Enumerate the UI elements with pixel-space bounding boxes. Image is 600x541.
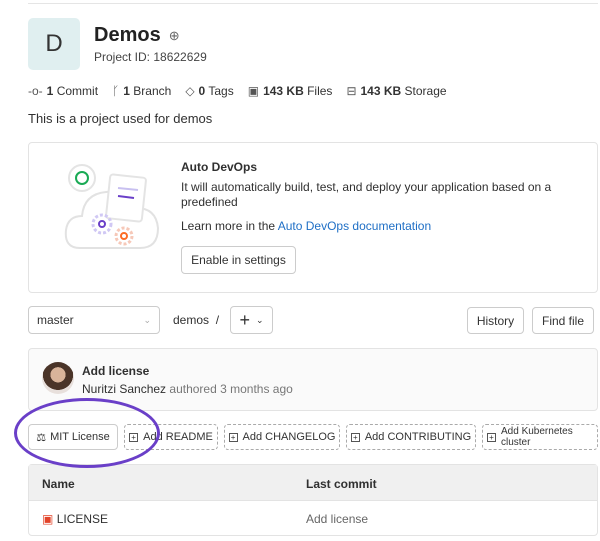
column-last-commit: Last commit [306,477,377,491]
files-table: Name Last commit ▣ LICENSE Add license [28,464,598,536]
project-id: Project ID: 18622629 [94,50,207,64]
plus-square-icon: + [228,432,238,442]
find-file-button[interactable]: Find file [532,307,594,334]
file-name-link[interactable]: ▣ LICENSE [42,512,109,526]
file-icon: ▣ [247,84,260,98]
top-divider [28,3,598,4]
auto-devops-description: It will automatically build, test, and d… [181,180,552,209]
history-button[interactable]: History [467,307,524,334]
enable-in-settings-button[interactable]: Enable in settings [181,246,296,274]
auto-devops-docs-link[interactable]: Auto DevOps documentation [277,219,432,233]
breadcrumb: demos / [173,313,220,327]
column-name: Name [42,477,75,491]
plus-square-icon: + [350,432,360,442]
add-file-dropdown[interactable]: + ⌄ [230,306,273,334]
project-title: Demos ⊕ [94,24,180,47]
stat-storage[interactable]: ⊟ 143 KB Storage [346,84,447,98]
project-description: This is a project used for demos [28,111,213,126]
table-row[interactable]: ▣ LICENSE Add license [29,501,597,535]
globe-icon: ⊕ [168,27,180,43]
commit-author[interactable]: Nuritzi Sanchez [82,382,167,396]
branch-icon: ᚴ [112,84,120,98]
chevron-down-icon: ⌄ [255,314,264,325]
auto-devops-illustration-icon [64,164,160,249]
add-changelog-button[interactable]: + Add CHANGELOG [224,424,340,450]
stat-tags[interactable]: ◇ 0 Tags [185,84,234,98]
tag-icon: ◇ [185,84,195,98]
storage-icon: ⊟ [346,84,357,98]
chevron-down-icon: ⌄ [143,314,151,325]
commit-title[interactable]: Add license [82,364,150,378]
breadcrumb-path[interactable]: demos [173,313,210,327]
table-header: Name Last commit [29,465,597,501]
auto-devops-title: Auto DevOps [181,160,258,174]
plus-square-icon: + [487,432,496,442]
add-kubernetes-button[interactable]: + Add Kubernetes cluster [482,424,598,450]
add-contributing-button[interactable]: + Add CONTRIBUTING [346,424,476,450]
license-icon: ▣ [42,512,54,526]
commit-meta: Nuritzi Sanchez authored 3 months ago [82,382,293,396]
stat-commits[interactable]: -o- 1 Commit [28,84,99,98]
stat-files[interactable]: ▣ 143 KB Files [247,84,333,98]
last-commit-panel [28,348,598,411]
file-last-commit[interactable]: Add license [306,512,369,526]
auto-devops-banner [28,142,598,293]
project-name: Demos [94,24,161,46]
commit-icon: -o- [28,84,43,98]
author-avatar[interactable] [42,362,74,394]
project-avatar: D [28,18,80,70]
branch-select[interactable]: master ⌄ [28,306,160,334]
auto-devops-learn-more: Learn more in the Auto DevOps documentat… [181,219,432,233]
highlight-circle [14,398,160,468]
